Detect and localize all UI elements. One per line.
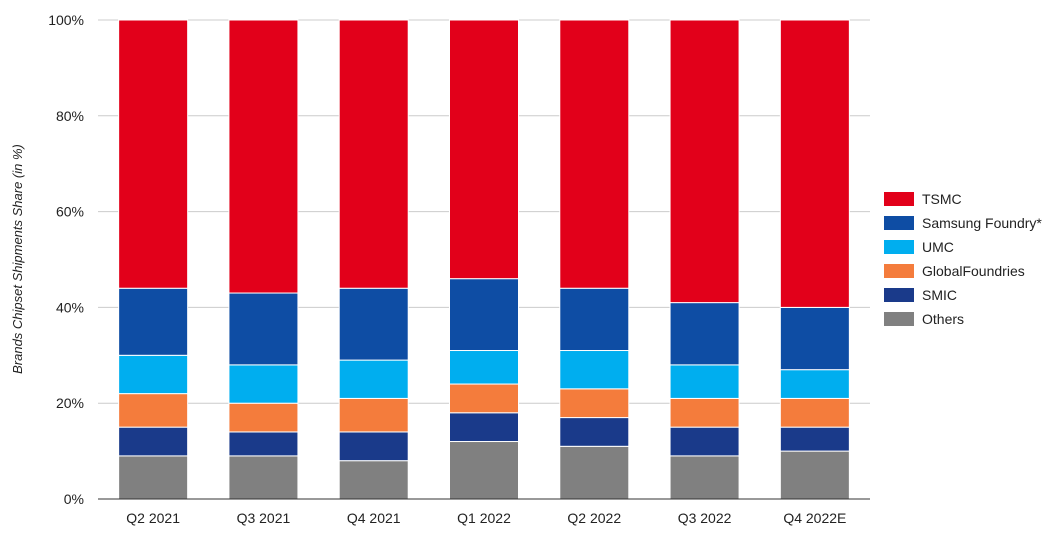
bar-segment [118,426,189,457]
bar-segment [118,393,189,428]
bar-segment [559,417,630,447]
bar-segment [559,287,630,352]
bar-segment [338,19,409,289]
x-tick-label: Q2 2021 [126,510,180,526]
legend-swatch [884,264,914,278]
bar-segment [669,364,740,399]
bar-segment [779,369,850,399]
x-tick-label: Q3 2022 [678,510,732,526]
y-tick-label: 20% [56,395,84,411]
bar-segment [559,19,630,289]
bar-segment [669,455,740,500]
bar-segment [338,431,409,462]
y-tick-label: 100% [48,12,84,28]
bar-segment [669,19,740,304]
bar-segment [779,397,850,428]
bar-segment [228,364,299,404]
bar-segment [559,445,630,500]
bar-segment [449,441,519,500]
bar-segment [338,359,409,399]
bar-segment [449,412,519,443]
bar-segment [228,455,299,500]
bars [118,19,850,500]
bar-segment [559,350,630,390]
bar-segment [338,460,409,500]
legend-swatch [884,288,914,302]
x-tick-label: Q3 2021 [237,510,291,526]
x-tick-label: Q1 2022 [457,510,511,526]
bar-segment [338,397,409,433]
bar-segment [228,402,299,433]
y-tick-label: 80% [56,108,84,124]
bar-segment [118,354,189,395]
y-tick-label: 40% [56,299,84,315]
x-tick-label: Q2 2022 [567,510,621,526]
x-tick-label: Q4 2021 [347,510,401,526]
bar-segment [779,426,850,452]
bar-segment [779,450,850,500]
bar-segment [779,306,850,371]
y-tick-label: 0% [64,491,84,507]
bar-segment [669,397,740,428]
legend-label: GlobalFoundries [922,263,1025,279]
bar-segment [449,19,519,280]
legend-label: Samsung Foundry* [922,215,1042,231]
bar-segment [449,278,519,352]
y-axis-title: Brands Chipset Shipments Share (in %) [10,144,25,374]
x-tick-label: Q4 2022E [783,510,846,526]
legend: TSMC Samsung Foundry* UMC GlobalFoundries SM… [884,191,1042,327]
bar-segment [449,350,519,385]
bar-segment [559,388,630,419]
bar-segment [779,19,850,308]
legend-swatch [884,192,914,206]
bar-segment [228,292,299,366]
axes: 0% 20% 40% 60% 80% 100% Q2 2021 Q3 2021 Q4 2021 Q… [48,12,870,526]
bar-segment [669,302,740,366]
bar-segment [669,426,740,457]
legend-swatch [884,312,914,326]
legend-label: TSMC [922,191,962,207]
legend-label: Others [922,311,964,327]
legend-swatch [884,216,914,230]
bar-segment [338,287,409,361]
legend-label: UMC [922,239,954,255]
bar-segment [118,287,189,356]
bar-segment [228,431,299,457]
bar-segment [118,19,189,289]
bar-segment [118,455,189,500]
legend-swatch [884,240,914,254]
bar-segment [228,19,299,294]
legend-label: SMIC [922,287,957,303]
bar-segment [449,383,519,414]
y-tick-label: 60% [56,204,84,220]
